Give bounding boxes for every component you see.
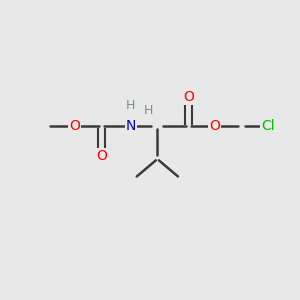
Text: Cl: Cl [261, 119, 274, 134]
Text: H: H [126, 99, 136, 112]
Text: O: O [70, 119, 80, 134]
Text: O: O [96, 149, 107, 163]
Text: O: O [209, 119, 220, 134]
Text: H: H [144, 104, 153, 117]
Text: N: N [126, 119, 136, 134]
Text: O: O [183, 90, 194, 104]
